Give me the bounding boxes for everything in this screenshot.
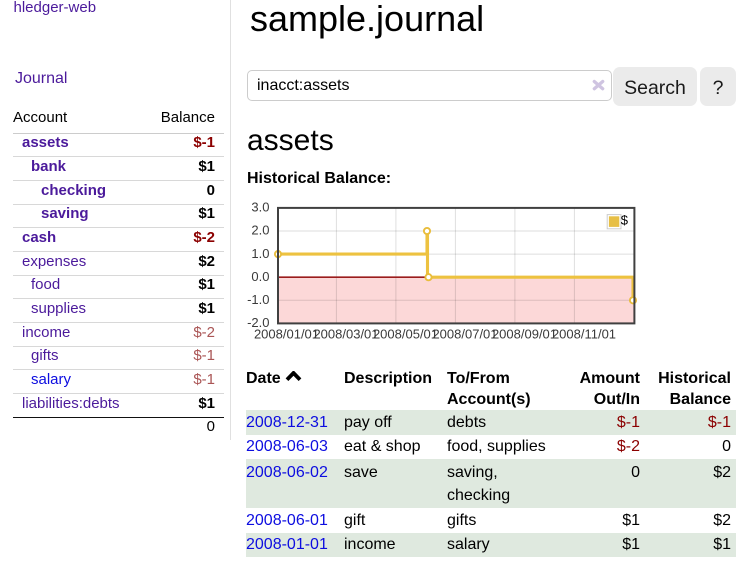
svg-text:-2.0: -2.0 <box>247 315 269 330</box>
svg-text:2008/05/01: 2008/05/01 <box>373 327 438 342</box>
svg-text:2008/09/01: 2008/09/01 <box>492 327 557 342</box>
svg-text:2008/03/01: 2008/03/01 <box>313 327 378 342</box>
svg-text:2008/01/01: 2008/01/01 <box>254 327 319 342</box>
svg-text:1.0: 1.0 <box>251 246 269 261</box>
svg-text:3.0: 3.0 <box>251 200 269 215</box>
svg-text:2.0: 2.0 <box>251 223 269 238</box>
svg-text:$: $ <box>621 213 629 228</box>
svg-text:2008/11/01: 2008/11/01 <box>552 327 616 342</box>
svg-text:-1.0: -1.0 <box>247 292 269 307</box>
svg-text:0.0: 0.0 <box>251 269 269 284</box>
svg-text:2008/07/01: 2008/07/01 <box>432 327 497 342</box>
